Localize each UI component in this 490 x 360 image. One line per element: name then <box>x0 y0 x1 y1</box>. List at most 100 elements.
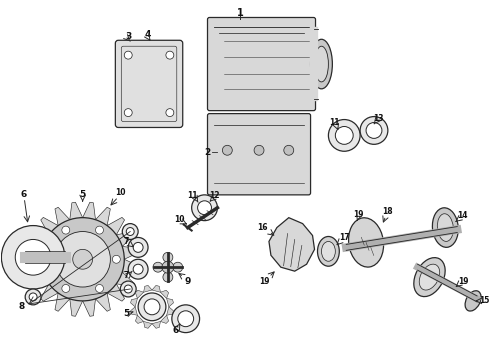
Polygon shape <box>167 307 173 315</box>
Circle shape <box>62 226 70 234</box>
Polygon shape <box>70 202 83 220</box>
Circle shape <box>328 120 360 151</box>
Circle shape <box>335 126 353 144</box>
Circle shape <box>197 201 212 215</box>
Polygon shape <box>96 293 110 311</box>
Polygon shape <box>83 202 96 220</box>
Text: 19: 19 <box>259 276 269 285</box>
Ellipse shape <box>321 242 335 261</box>
Polygon shape <box>41 284 58 301</box>
Polygon shape <box>25 259 43 272</box>
Polygon shape <box>116 231 135 246</box>
Text: 15: 15 <box>479 296 489 305</box>
Polygon shape <box>135 290 144 298</box>
Circle shape <box>128 238 148 257</box>
Ellipse shape <box>318 237 339 266</box>
Circle shape <box>25 289 41 305</box>
Circle shape <box>128 259 148 279</box>
Circle shape <box>360 117 388 144</box>
Ellipse shape <box>419 264 440 290</box>
Ellipse shape <box>348 218 384 267</box>
FancyBboxPatch shape <box>115 40 183 127</box>
Ellipse shape <box>432 208 458 247</box>
Circle shape <box>122 224 138 239</box>
Polygon shape <box>116 272 135 287</box>
Text: 19: 19 <box>353 210 364 219</box>
Circle shape <box>15 239 51 275</box>
Circle shape <box>153 262 163 272</box>
Ellipse shape <box>315 46 328 82</box>
Circle shape <box>144 299 160 315</box>
Text: 1: 1 <box>237 8 244 18</box>
Text: 5: 5 <box>123 309 129 318</box>
Circle shape <box>45 255 53 263</box>
Polygon shape <box>122 246 140 259</box>
Circle shape <box>254 145 264 155</box>
Circle shape <box>172 305 199 333</box>
Polygon shape <box>144 285 152 292</box>
Circle shape <box>121 281 136 297</box>
Circle shape <box>41 218 124 301</box>
Text: 17: 17 <box>339 233 349 242</box>
Circle shape <box>163 272 173 282</box>
Circle shape <box>222 145 232 155</box>
Polygon shape <box>130 298 137 307</box>
Circle shape <box>29 293 37 301</box>
Polygon shape <box>31 231 49 246</box>
Polygon shape <box>160 315 169 323</box>
Text: 13: 13 <box>373 114 383 123</box>
Circle shape <box>166 51 174 59</box>
Text: 16: 16 <box>257 223 267 232</box>
Text: 6: 6 <box>172 326 179 335</box>
Polygon shape <box>152 285 160 292</box>
Text: 8: 8 <box>18 302 24 311</box>
Text: 6: 6 <box>20 190 26 199</box>
Text: 3: 3 <box>125 32 131 41</box>
Polygon shape <box>31 272 49 287</box>
Circle shape <box>173 262 183 272</box>
Polygon shape <box>144 321 152 328</box>
Ellipse shape <box>414 258 445 297</box>
Circle shape <box>62 284 70 292</box>
Circle shape <box>178 311 194 327</box>
Polygon shape <box>130 307 137 315</box>
Text: 2: 2 <box>204 148 211 157</box>
Text: 7: 7 <box>123 271 129 280</box>
Circle shape <box>124 285 132 293</box>
Circle shape <box>192 195 218 221</box>
Polygon shape <box>83 299 96 316</box>
Text: 7: 7 <box>123 237 129 246</box>
Polygon shape <box>25 246 43 259</box>
Ellipse shape <box>311 39 332 89</box>
Circle shape <box>163 252 173 262</box>
Circle shape <box>284 145 294 155</box>
Polygon shape <box>55 293 70 311</box>
Text: 11: 11 <box>329 118 340 127</box>
Circle shape <box>162 261 174 273</box>
Polygon shape <box>269 218 315 271</box>
Ellipse shape <box>438 214 453 242</box>
Text: 11: 11 <box>187 192 198 201</box>
Circle shape <box>166 109 174 117</box>
Text: 14: 14 <box>457 211 467 220</box>
Polygon shape <box>96 207 110 226</box>
Circle shape <box>124 51 132 59</box>
Text: 19: 19 <box>458 276 468 285</box>
Polygon shape <box>41 217 58 235</box>
Text: 18: 18 <box>383 207 393 216</box>
Circle shape <box>112 255 121 263</box>
Text: 9: 9 <box>185 276 191 285</box>
Circle shape <box>55 231 110 287</box>
Polygon shape <box>160 290 169 298</box>
Text: 4: 4 <box>145 30 151 39</box>
Text: 10: 10 <box>115 188 125 197</box>
Polygon shape <box>70 299 83 316</box>
Circle shape <box>96 226 103 234</box>
Text: 5: 5 <box>79 190 86 199</box>
Circle shape <box>133 264 143 274</box>
Circle shape <box>96 284 103 292</box>
Circle shape <box>366 122 382 138</box>
FancyBboxPatch shape <box>207 114 311 195</box>
Text: 12: 12 <box>209 192 220 201</box>
Circle shape <box>126 228 134 235</box>
